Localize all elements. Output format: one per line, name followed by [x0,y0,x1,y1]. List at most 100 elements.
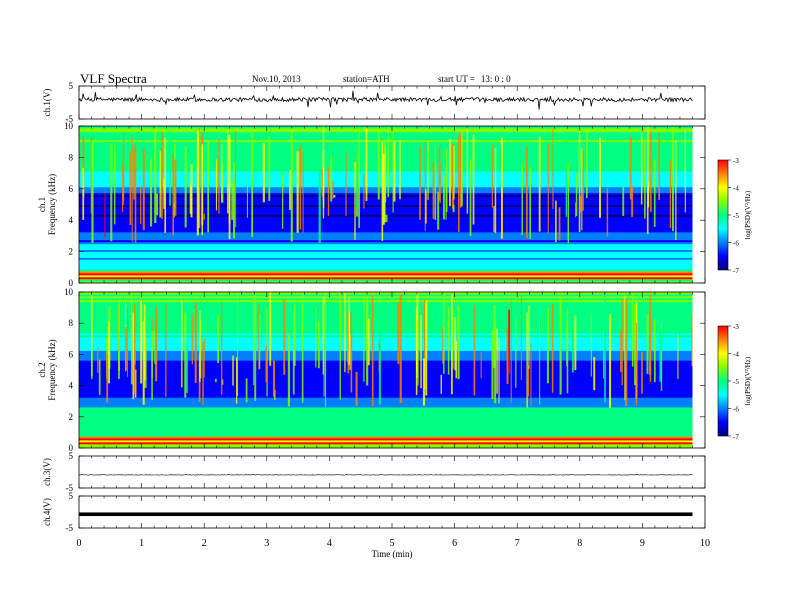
time-axis: 0 1 2 3 4 5 6 7 8 9 10 Time (min) [77,538,711,559]
ch2-spec-streak [181,300,183,388]
ch2-spec-axes: 0 2 4 6 8 10 ch.2 Frequency (kHz) -3 -4 -5 -6 -7 log(… [37,287,752,453]
ch2-spec-streak [420,315,422,389]
ch2-spec-band [79,368,693,371]
ch1-spec-band [79,202,693,205]
ch2-spec-band [79,387,693,390]
ch1-spec-band [79,129,693,133]
ch2-spec-band [79,297,693,301]
ch2-spec-band [79,303,693,307]
ch2-spec-streak [624,295,626,401]
ch1-wave-ylabel: ch.1(V) [42,89,52,117]
ch2-spec-band [79,309,693,312]
ch1-spec-streak [114,144,116,225]
ch2-spec-streak [253,297,255,385]
ch1-spec-band [79,143,693,147]
ch1-spec-streak [133,148,135,200]
ch1-spec-streak [392,126,394,213]
ch2-spec-streak [677,334,679,379]
ch1-spec-band [79,243,693,247]
x-tick-label: 9 [640,538,645,549]
ch2-spec-streak [566,323,568,367]
ch2-spec-streak [324,292,327,408]
ch2-spec-streak [603,330,605,379]
ch1-spec-streak [354,162,356,240]
ch1-spec-streak [472,134,475,225]
ch1-spec-band [79,267,693,270]
ch2-spec-band [79,325,693,328]
ch2-spec-streak [397,302,400,364]
ch1-spec-streak [234,131,237,228]
ch1-spec-streak [581,148,583,231]
ch2-spec-band [79,383,693,386]
ch1-spec-streak [575,172,578,217]
ch1-spec-streak [221,144,223,203]
ch4-wave-ytick-label: 5 [69,491,74,501]
ch2-spec-streak [237,292,239,397]
ch2-spec-band [79,426,693,429]
ch1-spec-ytick-label: 4 [69,215,74,225]
ch2-spec-band [79,399,693,402]
ch2-spec-streak [571,308,574,373]
ch1-spec-streak [622,186,625,216]
ch1-spec-streak [215,159,218,211]
ch2-spec-band [79,373,693,377]
ch1-wave-trace [78,90,693,110]
ch1-spec-streak [399,140,401,200]
ch1-spec-band [79,255,693,258]
ch2-spec-band [79,410,693,414]
ch1-spec-streak [201,144,204,236]
ch2-spec-streak [348,296,351,366]
ch2-spec-band [79,405,693,408]
ch2-spec-streak [520,295,522,380]
ch2-spec-band [79,395,693,398]
ch1-spec-band [79,253,693,256]
ch2-spec-streak [140,300,143,384]
ch1-spec-streak [227,129,229,214]
ch2-spec-band [79,364,693,367]
ch1-spec-band [79,137,693,141]
ch2-spec-band [79,393,693,396]
chart-title: VLF Spectra [80,71,147,86]
ch1-spec-streak [156,193,159,216]
ch2-spec-streak [574,315,577,371]
ch2-spec-colorbar-label: log(PSD)(V²/Hz) [744,356,752,405]
ch1-spec-streak [382,153,385,225]
ch1-spec-band [79,208,693,211]
ch3-wave-axes: 5 -5 ch.3(V) [42,451,706,493]
ch3-wave-ytick-label: 5 [69,451,74,461]
ch1-spec-streak [675,140,677,240]
ch1-spec-streak [173,203,175,218]
ch2-spec-streak [200,320,202,379]
ch1-spec-streak [381,142,384,241]
ch1-spec-streak [393,141,396,202]
ch2-spec-band [79,346,693,349]
ch1-spec-streak [184,147,187,228]
ch1-spec-band [79,281,693,284]
ch1-spec-streak [150,157,153,227]
ch2-spec-streak [621,299,623,386]
ch2-spec-band [79,430,693,433]
x-tick-label: 10 [700,538,710,549]
ch1-spec-band [79,239,693,243]
ch2-spec-band [79,416,693,420]
ch2-spec-streak [515,319,517,388]
ch1-spec-streak [345,151,347,216]
ch4-wave-trace-group [79,512,693,517]
ch1-spec-streak [653,159,656,227]
ch1-spec-band [79,210,693,213]
ch1-spec-streak [327,167,330,217]
ch1-spec-streak [174,159,177,216]
ch2-spec-streak [91,295,93,377]
ch1-spec-streak [321,168,324,197]
ch2-spec-streak [452,310,454,369]
ch2-spec-streak [339,294,341,400]
ch2-spec-band [79,356,693,359]
ch1-spec-streak [131,135,133,243]
ch1-spec-streak [365,126,368,201]
ch1-spec-streak [449,139,451,207]
ch2-spec-streak [186,345,188,393]
ch2-spec-band [79,311,693,314]
ch1-spec-streak [296,151,299,233]
ch2-spec-streak [473,306,476,396]
ch1-spec-band [79,139,693,143]
